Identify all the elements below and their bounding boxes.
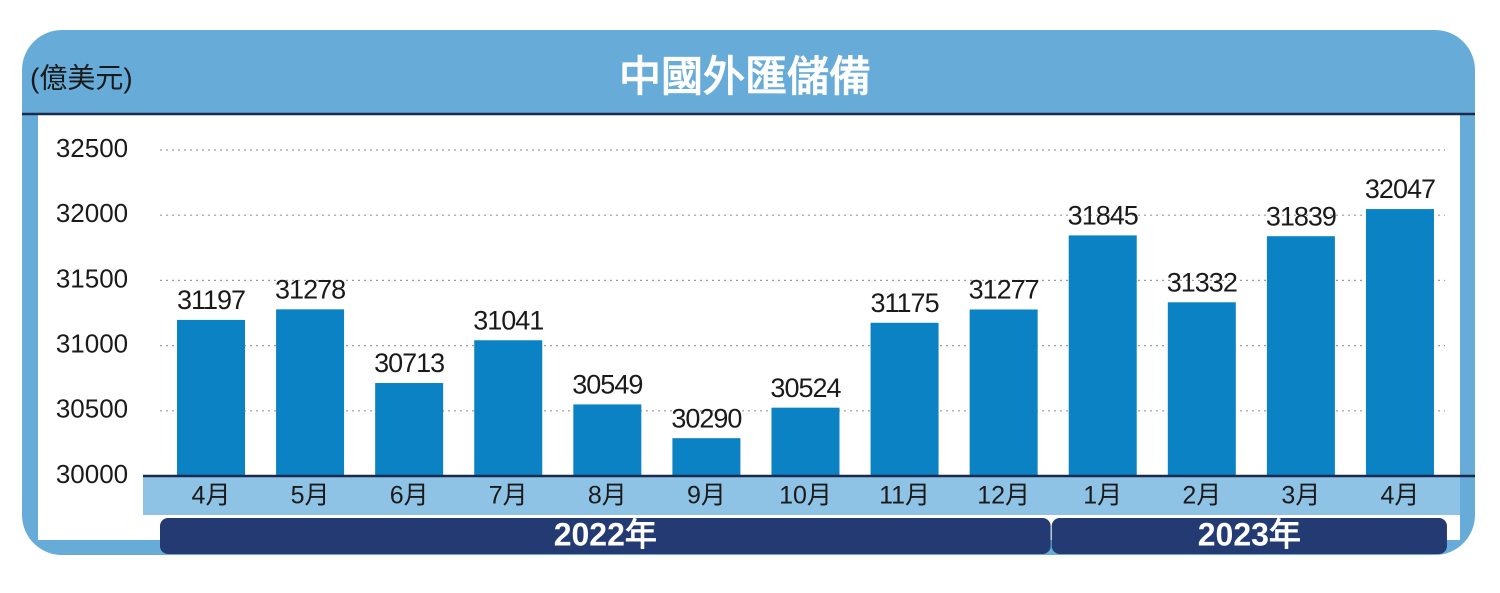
x-tick-label: 4月	[192, 482, 231, 510]
bar	[969, 309, 1038, 476]
bar	[771, 407, 840, 476]
value-label: 30713	[374, 348, 444, 378]
year-label: 2023年	[1198, 516, 1301, 552]
value-label: 31041	[473, 305, 543, 335]
bar	[1266, 236, 1335, 476]
y-tick-label: 30500	[56, 394, 128, 424]
bar	[672, 438, 741, 476]
x-tick-label: 3月	[1281, 482, 1320, 510]
value-label: 30290	[671, 403, 741, 433]
x-tick-label: 5月	[291, 482, 330, 510]
year-bar	[160, 518, 1051, 554]
bar	[870, 322, 939, 476]
bar	[375, 383, 444, 476]
value-label: 31197	[177, 285, 245, 315]
unit-label: (億美元)	[30, 62, 133, 93]
x-tick-label: 10月	[779, 482, 832, 510]
y-tick-label: 32000	[56, 198, 128, 228]
year-bar	[1051, 518, 1447, 554]
x-tick-label: 2月	[1182, 482, 1221, 510]
value-label: 31175	[871, 288, 939, 318]
y-tick-label: 32500	[56, 133, 128, 163]
bar	[1068, 235, 1137, 476]
bar	[1167, 302, 1236, 476]
bar	[1365, 209, 1434, 476]
y-tick-label: 30000	[56, 459, 128, 489]
x-tick-label: 12月	[977, 482, 1030, 510]
x-tick-label: 9月	[687, 482, 726, 510]
x-tick-label: 4月	[1381, 482, 1420, 510]
y-tick-label: 31000	[56, 328, 128, 358]
x-tick-label: 6月	[390, 482, 429, 510]
x-tick-label: 8月	[588, 482, 627, 510]
x-tick-label: 11月	[879, 482, 930, 510]
value-label: 31332	[1167, 267, 1237, 297]
value-label: 30524	[770, 373, 841, 403]
value-label: 31278	[275, 274, 345, 304]
bar	[276, 309, 345, 476]
bar	[573, 404, 642, 476]
year-label: 2022年	[554, 516, 657, 552]
category-strip	[143, 477, 1460, 515]
value-label: 31839	[1266, 201, 1336, 231]
chart-title: 中國外匯儲備	[619, 53, 871, 100]
y-tick-label: 31500	[56, 263, 128, 293]
value-label: 32047	[1365, 174, 1435, 204]
value-label: 30549	[572, 370, 642, 400]
value-label: 31277	[969, 275, 1039, 305]
x-tick-label: 7月	[489, 482, 528, 510]
bar	[177, 319, 245, 476]
bar	[474, 340, 543, 476]
value-label: 31845	[1068, 201, 1138, 231]
x-tick-label: 1月	[1083, 482, 1122, 510]
